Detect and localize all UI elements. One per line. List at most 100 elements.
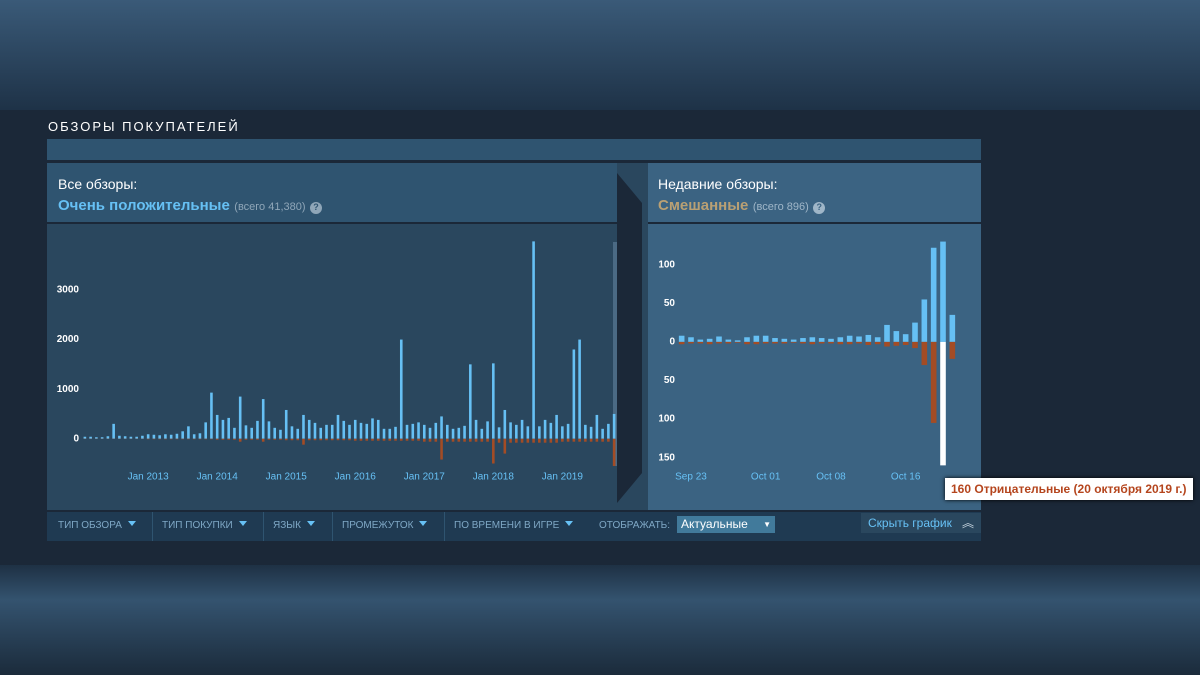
bar <box>422 424 426 439</box>
bar <box>106 436 110 439</box>
bar <box>83 436 87 439</box>
bar <box>141 435 144 439</box>
filter[interactable]: ПРОМЕЖУТОК <box>342 520 427 531</box>
bar <box>474 438 478 442</box>
tooltip: 160 Отрицательные (20 октября 2019 г.) <box>945 478 1193 500</box>
bar <box>828 338 834 342</box>
strip <box>47 139 981 160</box>
bar <box>846 341 853 345</box>
bar <box>325 424 328 439</box>
bar <box>561 438 564 442</box>
bar <box>809 341 816 345</box>
rating: Очень положительные <box>58 197 230 214</box>
bar <box>828 341 834 344</box>
bar <box>451 428 455 439</box>
bar <box>302 414 305 439</box>
filter[interactable]: ЯЗЫК <box>273 520 315 531</box>
bar <box>480 438 484 442</box>
bar <box>706 338 713 342</box>
bar <box>446 438 449 442</box>
bar <box>342 420 346 439</box>
bar <box>800 338 806 342</box>
bar <box>233 427 236 439</box>
bar <box>284 409 288 439</box>
bar <box>129 436 133 439</box>
bar <box>256 420 259 439</box>
bar <box>578 438 581 442</box>
x-tick-label: Jan 2017 <box>404 472 446 483</box>
bar <box>244 438 248 440</box>
bar <box>175 433 179 439</box>
bar <box>279 438 282 440</box>
bar <box>440 438 443 460</box>
select-value: Актуальные <box>681 517 748 531</box>
x-tick-label: Jan 2019 <box>542 472 584 483</box>
label: Недавние обзоры: <box>658 176 778 192</box>
bar <box>221 419 225 439</box>
bar <box>612 413 616 439</box>
bar <box>520 419 524 439</box>
bar <box>169 434 173 439</box>
bar <box>515 438 518 443</box>
bar <box>469 438 472 442</box>
rating: Смешанные <box>658 197 749 214</box>
bar <box>874 341 881 345</box>
bar <box>290 438 294 441</box>
bar <box>753 335 760 342</box>
bar <box>486 421 489 439</box>
bar <box>762 341 769 344</box>
x-tick-label: Jan 2015 <box>266 472 308 483</box>
bar <box>790 341 797 343</box>
bar <box>330 424 334 439</box>
bar <box>566 438 570 442</box>
bar <box>818 341 825 344</box>
y-tick-label: 2000 <box>57 334 80 345</box>
bar <box>296 438 300 441</box>
bar <box>319 427 323 439</box>
bar <box>89 436 92 439</box>
bar <box>152 434 156 439</box>
y-tick-label: 0 <box>669 337 675 348</box>
bar <box>688 337 694 342</box>
help[interactable]: ? <box>813 202 826 214</box>
bar <box>595 414 599 439</box>
bar <box>405 438 409 441</box>
bar <box>515 424 518 439</box>
bar <box>930 341 937 423</box>
bar <box>112 423 115 439</box>
filter[interactable]: ТИП ПОКУПКИ <box>162 520 247 531</box>
bar <box>371 418 374 439</box>
bar <box>238 438 242 442</box>
bar <box>279 429 282 439</box>
y-tick-label: 50 <box>664 375 676 386</box>
bar <box>434 438 438 442</box>
bar <box>100 437 104 439</box>
recent-header: Недавние обзоры: Смешанные (всего 896) ? <box>648 163 981 224</box>
bar <box>940 341 946 466</box>
display-select[interactable]: Актуальные ▼ <box>677 516 775 533</box>
bar <box>846 335 853 342</box>
bar <box>509 422 512 439</box>
bar <box>198 433 202 439</box>
x-tick-label: Jan 2018 <box>473 472 515 483</box>
x-tick-label: Jan 2013 <box>128 472 170 483</box>
bar <box>273 427 277 439</box>
filter[interactable]: ТИП ОБЗОРА <box>58 520 136 531</box>
bar <box>388 428 392 439</box>
bar <box>359 438 363 441</box>
bar <box>949 341 956 359</box>
bar <box>428 427 432 439</box>
help[interactable]: ? <box>310 202 322 214</box>
bar <box>589 426 593 439</box>
bar <box>192 434 196 439</box>
bar <box>411 438 415 441</box>
bar <box>457 438 461 442</box>
bar <box>532 241 535 439</box>
x-tick-label: Oct 01 <box>751 472 781 483</box>
filter[interactable]: ПО ВРЕМЕНИ В ИГРЕ <box>454 520 573 531</box>
bar <box>572 349 576 439</box>
bar <box>912 341 918 349</box>
hide-graph[interactable]: Скрыть график ︽ <box>861 513 981 533</box>
bar <box>399 339 403 439</box>
bar <box>250 438 253 440</box>
